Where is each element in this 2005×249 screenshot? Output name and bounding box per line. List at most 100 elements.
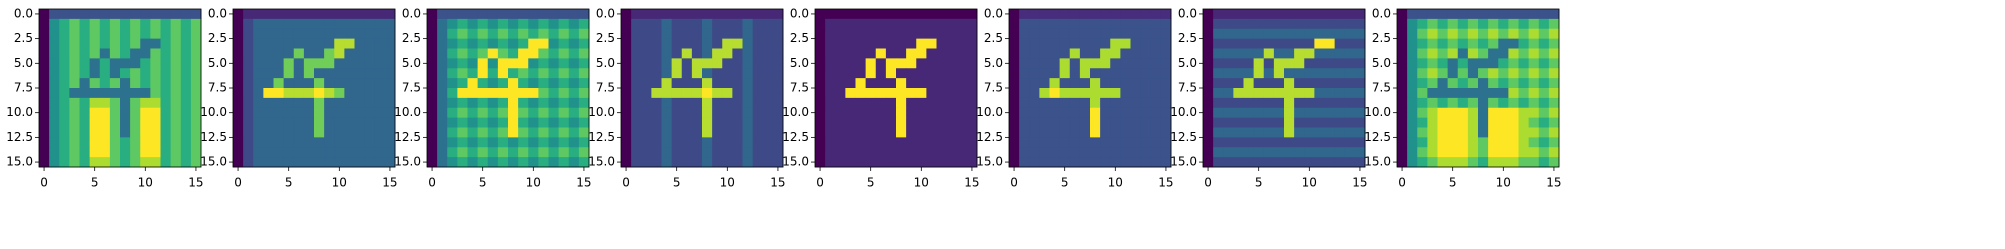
heatmap-cell bbox=[99, 88, 111, 99]
heatmap-cell bbox=[273, 97, 285, 109]
heatmap-cell bbox=[233, 107, 244, 119]
heatmap-cell bbox=[59, 48, 70, 59]
heatmap-cell bbox=[916, 127, 927, 138]
heatmap-cell bbox=[120, 68, 131, 79]
heatmap-cell bbox=[59, 157, 70, 168]
y-tick-label: 5.0 bbox=[402, 56, 421, 70]
heatmap-cell bbox=[1324, 117, 1336, 128]
heatmap-cell bbox=[364, 68, 376, 79]
heatmap-cell bbox=[1518, 58, 1530, 69]
heatmap-cell bbox=[49, 18, 60, 30]
heatmap-cell bbox=[1437, 68, 1449, 79]
y-tick-label: 0.0 bbox=[402, 6, 421, 20]
heatmap-cell bbox=[671, 137, 683, 148]
heatmap-cell bbox=[1049, 117, 1061, 128]
heatmap-cell bbox=[1294, 147, 1305, 158]
heatmap-cell bbox=[916, 137, 927, 148]
heatmap-cell bbox=[1140, 48, 1152, 59]
heatmap-cell bbox=[283, 97, 295, 109]
heatmap-cell bbox=[1223, 9, 1234, 20]
heatmap-cell bbox=[314, 147, 325, 158]
heatmap-cell bbox=[1019, 9, 1030, 20]
heatmap-cell bbox=[661, 137, 673, 148]
heatmap-cell bbox=[916, 117, 927, 128]
heatmap-cell bbox=[702, 147, 713, 158]
heatmap-cell bbox=[528, 137, 539, 148]
heatmap-cell bbox=[79, 97, 91, 109]
heatmap-cell bbox=[772, 58, 784, 69]
heatmap-cell bbox=[160, 137, 172, 148]
heatmap-cell bbox=[752, 18, 764, 30]
x-tick-label: 5 bbox=[91, 176, 99, 190]
heatmap-cell bbox=[170, 38, 182, 49]
heatmap-cell bbox=[89, 48, 101, 59]
heatmap-cell bbox=[1457, 38, 1469, 49]
heatmap-cell bbox=[1223, 107, 1234, 119]
heatmap-cell bbox=[1518, 147, 1530, 158]
heatmap-cell bbox=[865, 28, 877, 40]
heatmap-cell bbox=[1110, 157, 1121, 168]
heatmap-cell bbox=[508, 137, 519, 148]
heatmap-cell bbox=[558, 38, 570, 49]
heatmap-cell bbox=[354, 18, 366, 30]
heatmap-cell bbox=[384, 97, 396, 109]
heatmap-cell bbox=[437, 78, 448, 89]
heatmap-cell bbox=[1518, 117, 1530, 128]
heatmap-cell bbox=[263, 137, 274, 148]
heatmap-cell bbox=[243, 157, 254, 168]
heatmap-cell bbox=[732, 88, 743, 99]
heatmap-cell bbox=[1090, 107, 1101, 119]
heatmap-cell bbox=[170, 147, 182, 158]
heatmap-cell bbox=[946, 18, 958, 30]
heatmap-cell bbox=[762, 9, 774, 20]
heatmap-cell bbox=[79, 147, 91, 158]
heatmap-cell bbox=[344, 117, 355, 128]
heatmap-cell bbox=[477, 157, 489, 168]
heatmap-cell bbox=[946, 137, 958, 148]
heatmap-cell bbox=[447, 157, 458, 168]
heatmap-cell bbox=[1304, 107, 1315, 119]
heatmap-cell bbox=[457, 117, 468, 128]
heatmap-cell bbox=[896, 97, 907, 109]
heatmap-cell bbox=[1538, 18, 1550, 30]
heatmap-cell bbox=[1548, 127, 1560, 138]
heatmap-cell bbox=[497, 48, 509, 59]
heatmap-cell bbox=[334, 137, 345, 148]
heatmap-cell bbox=[1253, 58, 1265, 69]
heatmap-cell bbox=[497, 9, 509, 20]
x-tick-label: 10 bbox=[1302, 176, 1317, 190]
heatmap-cell bbox=[457, 58, 468, 69]
heatmap-cell bbox=[762, 117, 774, 128]
heatmap-cell bbox=[253, 38, 264, 49]
heatmap-cell bbox=[89, 38, 101, 49]
heatmap-cell bbox=[427, 137, 438, 148]
heatmap-cell bbox=[170, 97, 182, 109]
heatmap-cell bbox=[896, 78, 907, 89]
heatmap-cell bbox=[1294, 127, 1305, 138]
heatmap-cell bbox=[956, 107, 968, 119]
heatmap-cell bbox=[427, 97, 438, 109]
heatmap-cell bbox=[1120, 68, 1131, 79]
heatmap-cell bbox=[1488, 38, 1499, 49]
heatmap-cell bbox=[457, 147, 468, 158]
heatmap-cell bbox=[1518, 48, 1530, 59]
heatmap-cell bbox=[1029, 9, 1040, 20]
heatmap-cell bbox=[1354, 97, 1366, 109]
heatmap-cell bbox=[497, 88, 509, 99]
heatmap-cell bbox=[865, 38, 877, 49]
heatmap-cell bbox=[89, 137, 101, 148]
heatmap-cell bbox=[631, 58, 642, 69]
heatmap-cell bbox=[1417, 68, 1428, 79]
heatmap-cell bbox=[661, 38, 673, 49]
heatmap-cell bbox=[1528, 147, 1540, 158]
heatmap-cell bbox=[1120, 38, 1131, 49]
heatmap-cell bbox=[447, 88, 458, 99]
heatmap-cell bbox=[109, 127, 121, 138]
heatmap-cell bbox=[130, 117, 141, 128]
heatmap-cell bbox=[1029, 48, 1040, 59]
heatmap-cell bbox=[936, 28, 948, 40]
heatmap-cell bbox=[487, 88, 499, 99]
heatmap-cell bbox=[1488, 48, 1499, 59]
y-tick-label: 10.0 bbox=[6, 105, 33, 119]
heatmap-cell bbox=[1253, 68, 1265, 79]
